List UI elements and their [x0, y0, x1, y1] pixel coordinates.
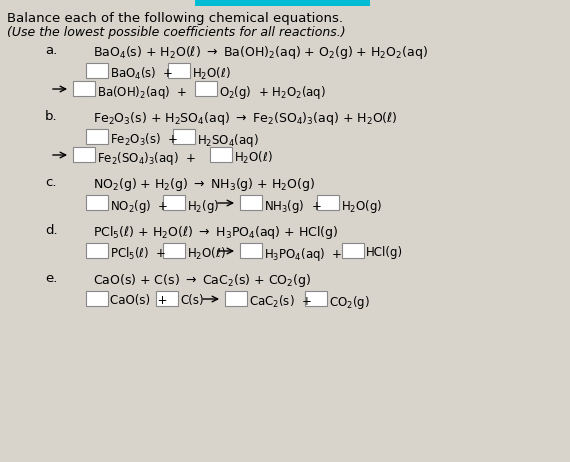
Text: C(s): C(s) — [180, 294, 203, 307]
Bar — [73, 81, 95, 96]
Text: BaO$_4$(s) + H$_2$O($\ell$) $\rightarrow$ Ba(OH)$_2$(aq) + O$_2$(g) + H$_2$O$_2$: BaO$_4$(s) + H$_2$O($\ell$) $\rightarrow… — [93, 44, 428, 61]
Text: H$_2$O($\ell$): H$_2$O($\ell$) — [187, 246, 226, 262]
Bar — [342, 243, 364, 258]
Text: H$_2$O($\ell$): H$_2$O($\ell$) — [192, 66, 231, 82]
Text: H$_2$O(g): H$_2$O(g) — [341, 198, 382, 215]
Bar — [73, 147, 95, 162]
Text: CaC$_2$(s)  +: CaC$_2$(s) + — [249, 294, 312, 310]
Text: H$_2$SO$_4$(aq): H$_2$SO$_4$(aq) — [197, 132, 259, 149]
Text: b.: b. — [45, 110, 58, 123]
Text: PCl$_5$($\ell$) + H$_2$O($\ell$) $\rightarrow$ H$_3$PO$_4$(aq) + HCl(g): PCl$_5$($\ell$) + H$_2$O($\ell$) $\right… — [93, 224, 339, 241]
Text: Fe$_2$O$_3$(s)  +: Fe$_2$O$_3$(s) + — [110, 132, 178, 148]
Bar — [86, 129, 108, 144]
Bar — [195, 81, 217, 96]
Text: CO$_2$(g): CO$_2$(g) — [329, 294, 370, 311]
Text: HCl(g): HCl(g) — [366, 246, 403, 259]
Text: PCl$_5$($\ell$)  +: PCl$_5$($\ell$) + — [110, 246, 166, 262]
Text: BaO$_4$(s)  +: BaO$_4$(s) + — [110, 66, 174, 82]
Bar — [163, 243, 185, 258]
Bar — [240, 195, 262, 210]
Bar — [305, 291, 327, 306]
Bar — [86, 291, 108, 306]
Text: H$_2$(g): H$_2$(g) — [187, 198, 219, 215]
Text: H$_2$O($\ell$): H$_2$O($\ell$) — [234, 150, 273, 166]
Text: O$_2$(g)  + H$_2$O$_2$(aq): O$_2$(g) + H$_2$O$_2$(aq) — [219, 84, 326, 101]
Bar — [225, 291, 247, 306]
Bar — [168, 63, 190, 78]
Bar — [86, 195, 108, 210]
Bar — [163, 195, 185, 210]
Bar — [86, 243, 108, 258]
Text: e.: e. — [45, 272, 58, 285]
Text: Fe$_2$(SO$_4$)$_3$(aq)  +: Fe$_2$(SO$_4$)$_3$(aq) + — [97, 150, 196, 167]
Text: (Use the lowest possible coefficients for all reactions.): (Use the lowest possible coefficients fo… — [7, 26, 345, 39]
Text: d.: d. — [45, 224, 58, 237]
Text: NO$_2$(g) + H$_2$(g) $\rightarrow$ NH$_3$(g) + H$_2$O(g): NO$_2$(g) + H$_2$(g) $\rightarrow$ NH$_3… — [93, 176, 315, 193]
Text: Ba(OH)$_2$(aq)  +: Ba(OH)$_2$(aq) + — [97, 84, 187, 101]
Bar — [156, 291, 178, 306]
Text: Balance each of the following chemical equations.: Balance each of the following chemical e… — [7, 12, 343, 25]
Text: H$_3$PO$_4$(aq)  +: H$_3$PO$_4$(aq) + — [264, 246, 343, 263]
Text: a.: a. — [45, 44, 57, 57]
Bar — [240, 243, 262, 258]
Bar — [86, 63, 108, 78]
Bar — [173, 129, 195, 144]
Text: c.: c. — [45, 176, 56, 189]
Bar — [317, 195, 339, 210]
Bar — [195, 0, 370, 6]
Text: CaO(s)  +: CaO(s) + — [110, 294, 168, 307]
Text: CaO(s) + C(s) $\rightarrow$ CaC$_2$(s) + CO$_2$(g): CaO(s) + C(s) $\rightarrow$ CaC$_2$(s) +… — [93, 272, 311, 289]
Text: NH$_3$(g)  +: NH$_3$(g) + — [264, 198, 321, 215]
Text: Fe$_2$O$_3$(s) + H$_2$SO$_4$(aq) $\rightarrow$ Fe$_2$(SO$_4$)$_3$(aq) + H$_2$O($: Fe$_2$O$_3$(s) + H$_2$SO$_4$(aq) $\right… — [93, 110, 398, 127]
Text: NO$_2$(g)  +: NO$_2$(g) + — [110, 198, 169, 215]
Bar — [210, 147, 232, 162]
